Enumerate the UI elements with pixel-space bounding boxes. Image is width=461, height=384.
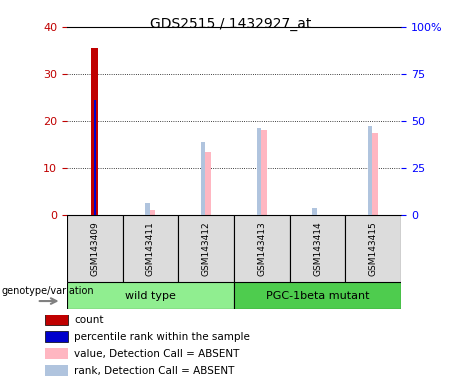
- Bar: [145, 210, 155, 215]
- Bar: [201, 152, 211, 215]
- Bar: [67, 282, 234, 309]
- Bar: [91, 48, 98, 215]
- Text: rank, Detection Call = ABSENT: rank, Detection Call = ABSENT: [74, 366, 235, 376]
- Bar: [145, 203, 150, 215]
- Text: GSM143413: GSM143413: [257, 221, 266, 276]
- Text: GSM143409: GSM143409: [90, 221, 99, 276]
- Bar: [257, 128, 261, 215]
- Bar: [290, 215, 345, 282]
- Bar: [45, 314, 68, 325]
- Text: GSM143412: GSM143412: [201, 221, 211, 276]
- Text: GDS2515 / 1432927_at: GDS2515 / 1432927_at: [150, 17, 311, 31]
- Text: genotype/variation: genotype/variation: [1, 286, 94, 296]
- Bar: [368, 126, 372, 215]
- Bar: [234, 215, 290, 282]
- Text: GSM143415: GSM143415: [369, 221, 378, 276]
- Bar: [45, 365, 68, 376]
- Bar: [257, 131, 267, 215]
- Text: value, Detection Call = ABSENT: value, Detection Call = ABSENT: [74, 349, 240, 359]
- Text: percentile rank within the sample: percentile rank within the sample: [74, 332, 250, 342]
- Bar: [312, 208, 317, 215]
- Bar: [45, 348, 68, 359]
- Bar: [45, 331, 68, 342]
- Bar: [67, 215, 123, 282]
- Bar: [178, 215, 234, 282]
- Bar: [201, 142, 205, 215]
- Bar: [94, 100, 96, 215]
- Text: PGC-1beta mutant: PGC-1beta mutant: [266, 291, 369, 301]
- Bar: [234, 282, 401, 309]
- Text: wild type: wild type: [125, 291, 176, 301]
- Text: GSM143414: GSM143414: [313, 221, 322, 276]
- Bar: [345, 215, 401, 282]
- Bar: [123, 215, 178, 282]
- Bar: [368, 133, 378, 215]
- Text: count: count: [74, 315, 104, 325]
- Text: GSM143411: GSM143411: [146, 221, 155, 276]
